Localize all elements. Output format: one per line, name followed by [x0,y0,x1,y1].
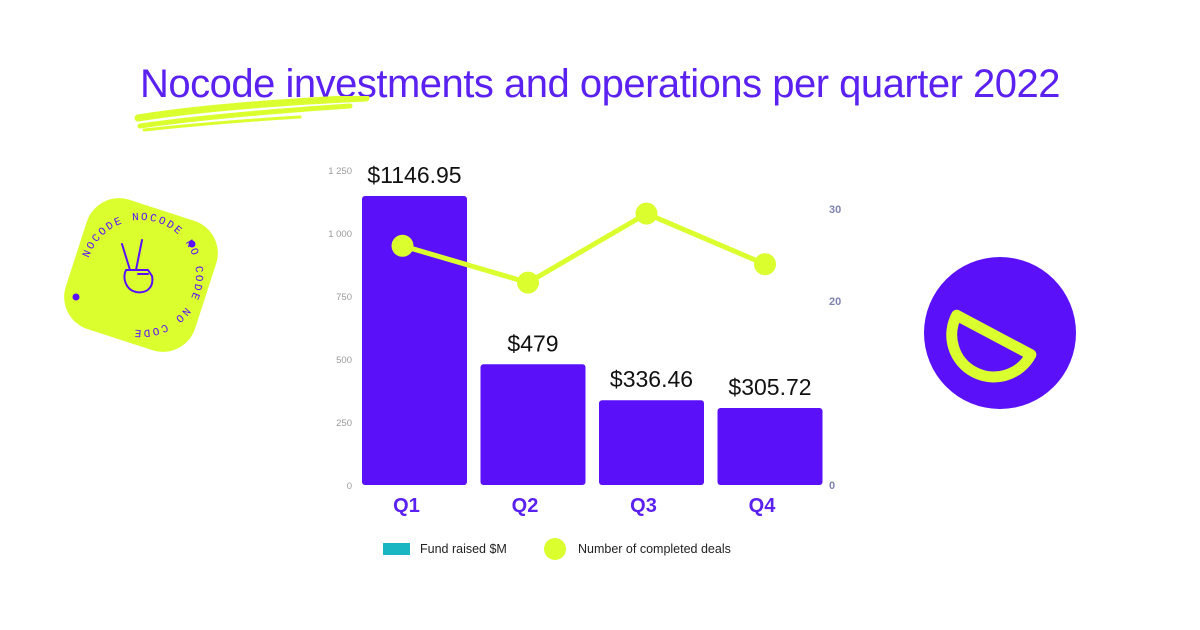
bar-value-label: $305.72 [728,374,811,400]
bar-value-label: $1146.95 [367,162,461,188]
x-tick-label: Q3 [630,495,657,517]
deals-point [635,202,658,225]
bar-q4 [717,407,823,485]
bar-value-label: $336.46 [610,366,693,392]
title-underline-scribble [134,96,370,132]
legend-swatch-deals [544,538,566,560]
y-left-tick-label: 1 000 [328,229,352,240]
x-tick-label: Q4 [749,495,777,517]
nocode-badge: NOCODE NOCODE NO CODE NO CODE [64,198,218,352]
half-moon-d-icon [924,257,1076,409]
legend-item-funds: Fund raised $M [383,537,507,561]
y-right-tick-label: 20 [829,296,841,308]
bar-q1 [362,195,467,485]
x-tick-label: Q2 [512,495,539,517]
y-right-tick-label: 30 [829,204,841,216]
deals-point [517,271,539,294]
legend-label-deals: Number of completed deals [578,542,731,556]
bar-value-label: $479 [507,330,558,356]
deals-point [754,253,776,276]
deals-series-line [401,211,766,286]
bar-q3 [599,400,704,485]
y-left-tick-label: 1 250 [328,166,352,177]
deals-point [391,234,414,257]
legend-label-funds: Fund raised $M [420,542,507,556]
x-tick-label: Q1 [393,495,420,517]
bar-q2 [480,364,586,485]
y-left-tick-label: 500 [336,355,352,366]
y-left-tick-label: 0 [347,481,352,492]
victory-hand-icon [121,239,154,294]
legend-item-deals: Number of completed deals [544,537,731,561]
legend-swatch-funds [383,543,410,555]
y-right-tick-label: 0 [829,480,835,492]
y-left-tick-label: 250 [336,418,352,429]
y-left-tick-label: 750 [336,292,352,303]
